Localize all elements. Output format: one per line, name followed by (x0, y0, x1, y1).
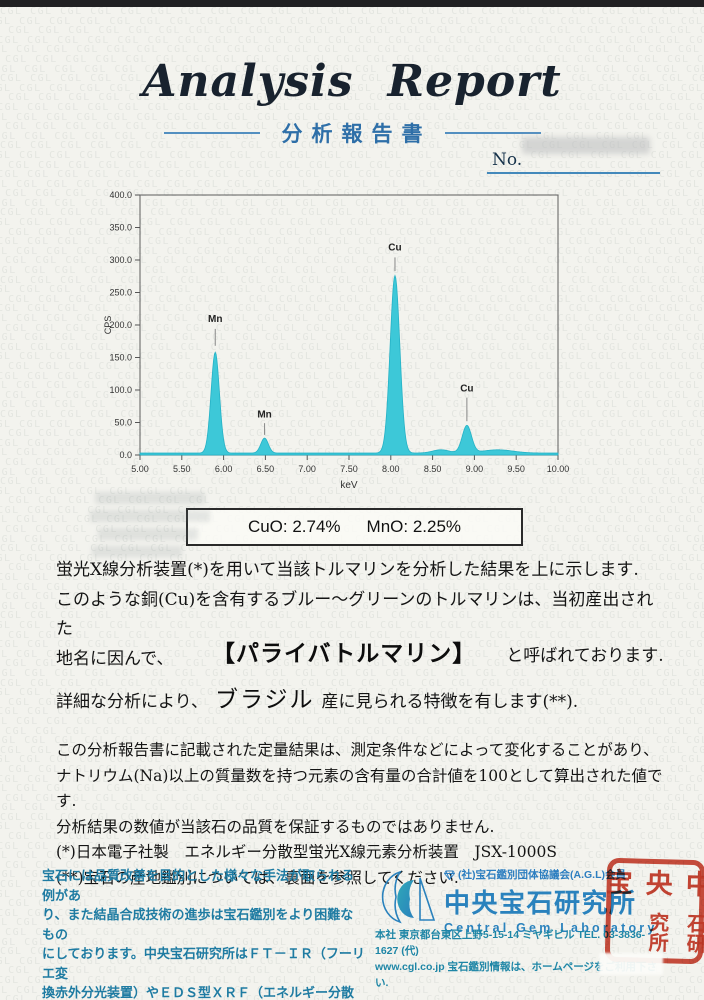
subtitle-row: 分析報告書 (0, 118, 704, 148)
bleed-through-smudge (95, 492, 205, 504)
svg-text:10.00: 10.00 (547, 464, 570, 474)
bleed-through-smudge (90, 510, 210, 522)
svg-text:6.50: 6.50 (257, 464, 275, 474)
agl-member-row: (社)宝石鑑別団体協議会(A.G.L)会員 (444, 867, 658, 882)
paraiba-name-row: 【パライバトルマリン】 と呼ばれております. (212, 634, 682, 668)
svg-text:7.50: 7.50 (340, 464, 358, 474)
called-suffix-text: と呼ばれております. (506, 646, 664, 666)
svg-text:5.50: 5.50 (173, 464, 191, 474)
watermark-row: CGL CGL CGL CGL CGL CGL CGL CGL CGL CGL … (0, 7, 704, 17)
svg-text:9.50: 9.50 (507, 464, 525, 474)
right-rule-line (444, 132, 541, 134)
disclaimer-notes-paragraph: この分析報告書に記載された定量結果は、測定条件などによって変化することがあり、 … (56, 741, 663, 887)
svg-text:400.0: 400.0 (109, 190, 132, 200)
logo-c-stroke (381, 870, 402, 924)
svg-text:7.00: 7.00 (298, 464, 316, 474)
svg-text:350.0: 350.0 (109, 223, 132, 233)
watermark-row: CGL CGL CGL CGL CGL CGL CGL CGL CGL CGL … (0, 715, 704, 727)
svg-text:5.00: 5.00 (131, 464, 149, 474)
logo-g-shape (397, 880, 414, 918)
svg-text:300.0: 300.0 (109, 255, 132, 265)
watermark-row: CGL CGL CGL CGL CGL CGL CGL CGL CGL CGL … (0, 725, 704, 737)
lab-name-english: Central Gem Laboratory (444, 921, 658, 935)
origin-statement-row: 詳細な分析により、 ブラジル 産に見られる特徴を有します(**). (56, 680, 578, 714)
watermark-row: CGL CGL CGL CGL CGL CGL CGL CGL CGL CGL … (0, 15, 704, 27)
svg-text:9.00: 9.00 (466, 464, 484, 474)
svg-text:CPS: CPS (103, 316, 113, 335)
svg-text:8.50: 8.50 (424, 464, 442, 474)
svg-text:Cu: Cu (460, 383, 473, 394)
left-rule-line (163, 132, 260, 134)
svg-text:200.0: 200.0 (109, 320, 132, 330)
origin-prefix-text: 詳細な分析により、 (56, 692, 208, 712)
seal-kanji-text: 中央宝 石研究所 (594, 867, 704, 954)
report-number-redaction (522, 137, 650, 154)
title-word-analysis: Analysis (142, 56, 354, 107)
redaction-patch (599, 953, 663, 975)
lab-name-japanese: 中央宝石研究所 (444, 888, 637, 918)
svg-text:keV: keV (340, 480, 358, 491)
svg-text:Mn: Mn (257, 409, 271, 420)
page-title: Analysis Report (0, 56, 704, 107)
bleed-through-smudge (92, 546, 182, 557)
mno-value: MnO: 2.25% (366, 517, 462, 536)
paraiba-tourmaline-name: 【パライバトルマリン】 (212, 640, 477, 667)
watermark-row: CGL CGL CGL CGL CGL CGL CGL CGL CGL CGL … (0, 25, 704, 37)
quality-note-paragraph: 宝石には品質改善を目的とした様々な手法が取られる例があ り、また結晶合成技術の進… (42, 868, 365, 1000)
svg-text:8.00: 8.00 (382, 464, 400, 474)
svg-text:150.0: 150.0 (109, 353, 132, 363)
origin-country: ブラジル (214, 687, 315, 713)
agl-member-text: (社)宝石鑑別団体協議会(A.G.L)会員 (458, 869, 626, 881)
bleed-through-smudge (98, 528, 198, 540)
svg-text:Cu: Cu (388, 242, 401, 253)
svg-text:Mn: Mn (208, 314, 222, 325)
svg-text:50.0: 50.0 (114, 418, 132, 428)
origin-suffix-text: 産に見られる特徴を有します(**). (321, 692, 579, 712)
red-lab-seal-stamp: 中央宝 石研究所 (600, 857, 704, 965)
cuo-value: CuO: 2.74% (247, 517, 341, 536)
cgl-logo (374, 868, 438, 930)
seal-right-column: 中央宝 (600, 867, 704, 899)
report-number-label: No. (492, 150, 523, 170)
watermark-row: CGL CGL CGL CGL CGL CGL CGL CGL CGL CGL … (0, 159, 704, 171)
watermark-row: CGL CGL CGL CGL CGL CGL CGL CGL CGL CGL … (0, 44, 704, 56)
svg-text:250.0: 250.0 (109, 288, 132, 298)
analysis-description-paragraph: 蛍光X線分析装置(*)を用いて当該トルマリンを分析した結果を上に示します. この… (56, 560, 654, 669)
svg-text:6.00: 6.00 (215, 464, 233, 474)
gem-diamond-icon (444, 870, 455, 880)
logo-l-shape (419, 877, 436, 921)
svg-text:100.0: 100.0 (109, 385, 132, 395)
watermark-row: CGL CGL CGL CGL CGL CGL CGL CGL CGL CGL … (0, 34, 704, 46)
scan-edge-shadow (0, 0, 704, 7)
seal-left-column: 石研究所 (644, 911, 704, 954)
svg-text:0.0: 0.0 (119, 450, 132, 460)
subtitle-japanese: 分析報告書 (281, 121, 432, 146)
report-number-underline (487, 172, 660, 174)
xrf-spectrum-chart: 0.0 50.0 100.0 150.0 200.0 250.0 300.0 350.0 400… (100, 185, 572, 503)
quantitative-result-box: CuO: 2.74% MnO: 2.25% (186, 508, 523, 546)
title-word-report: Report (387, 56, 562, 107)
lab-identity-block: (社)宝石鑑別団体協議会(A.G.L)会員 中央宝石研究所 Central Ge… (444, 867, 658, 935)
